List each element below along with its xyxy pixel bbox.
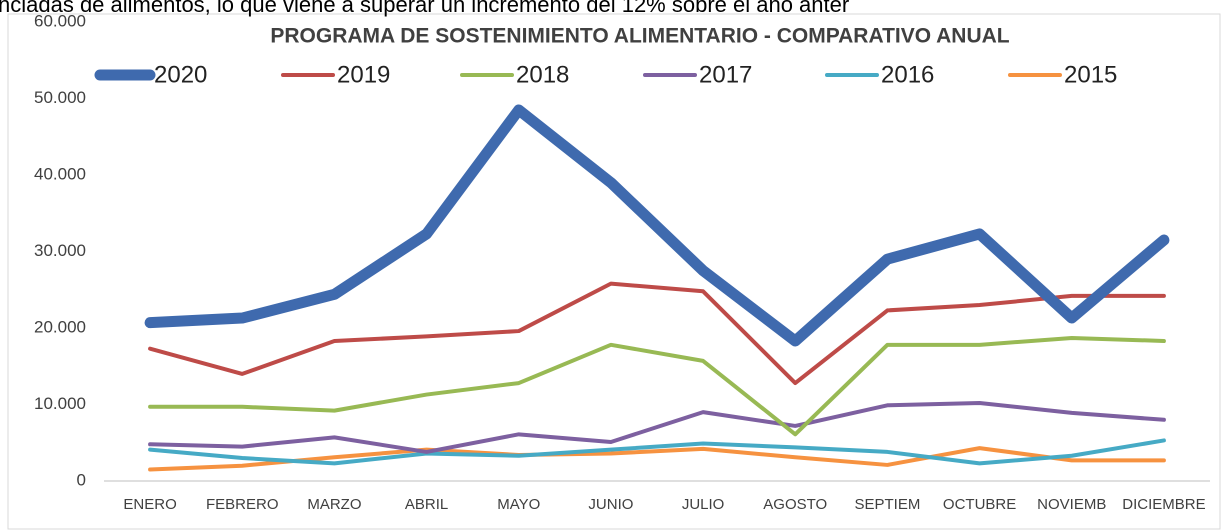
series-line (148, 281, 1166, 386)
series-line (148, 400, 1166, 454)
x-tick-label: FEBRERO (206, 496, 279, 513)
legend-label: 2020 (154, 61, 207, 88)
y-tick-label: 40.000 (34, 164, 86, 183)
legend-label: 2016 (881, 61, 934, 88)
legend-label: 2019 (337, 61, 390, 88)
legend-label: 2017 (699, 61, 752, 88)
legend-label: 2018 (516, 61, 569, 88)
series-line (144, 104, 1170, 347)
x-tick-label: ENERO (123, 496, 176, 513)
x-tick-label: JUNIO (588, 496, 633, 513)
chart-title: PROGRAMA DE SOSTENIMIENTO ALIMENTARIO - … (270, 25, 1009, 48)
y-tick-label: 10.000 (34, 394, 86, 413)
series-line (148, 446, 1166, 472)
x-tick-label: MAYO (497, 496, 540, 513)
x-tick-label: ABRIL (405, 496, 448, 513)
x-tick-label: AGOSTO (763, 496, 827, 513)
x-tick-label: JULIO (682, 496, 725, 513)
y-tick-label: 50.000 (34, 88, 86, 107)
legend-label: 2015 (1064, 61, 1117, 88)
x-tick-label: SEPTIEM (854, 496, 920, 513)
caption: nciadas de alimentos, lo que viene a sup… (0, 0, 849, 17)
x-tick-label: MARZO (307, 496, 361, 513)
series-line (148, 335, 1166, 437)
y-tick-label: 20.000 (34, 317, 86, 336)
x-tick-label: DICIEMBRE (1122, 496, 1205, 513)
y-tick-label: 30.000 (34, 241, 86, 260)
x-tick-label: OCTUBRE (943, 496, 1016, 513)
x-tick-label: NOVIEMB (1037, 496, 1106, 513)
chart-frame (7, 13, 1221, 530)
series-line (148, 438, 1166, 466)
y-tick-label: 60.000 (34, 11, 86, 30)
y-tick-label: 0 (77, 470, 86, 489)
